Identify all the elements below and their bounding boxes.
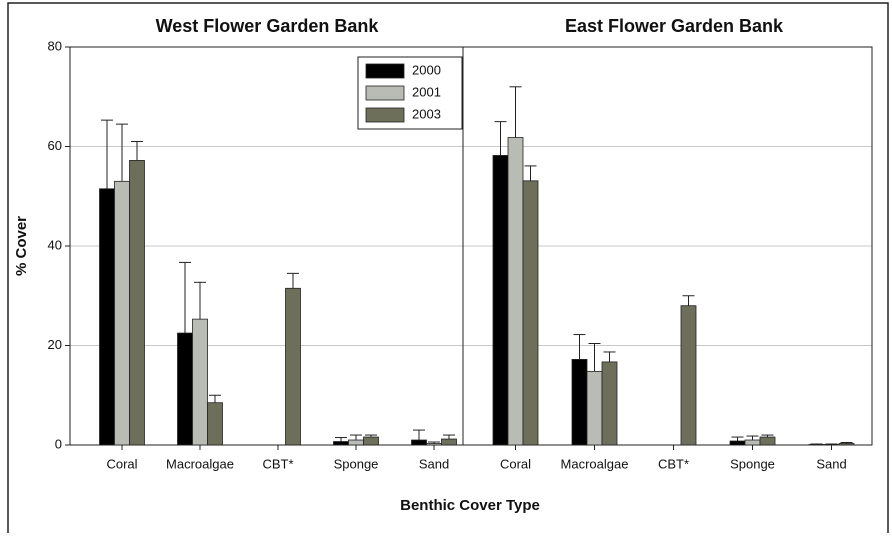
bar [730,441,745,445]
bar [442,439,457,445]
x-tick-label: CBT* [262,456,293,471]
bar [364,437,379,445]
bar [760,437,775,445]
bar [100,189,115,445]
bar [349,440,364,445]
bar [508,138,523,445]
bar [427,444,442,445]
bar [178,333,193,445]
y-axis-label: % Cover [13,216,30,276]
x-tick-label: Macroalgae [166,456,234,471]
bar [193,319,208,445]
bar [334,442,349,445]
x-tick-label: Coral [106,456,137,471]
bar [602,362,617,445]
x-tick-label: Sand [816,456,846,471]
x-tick-label: CBT* [658,456,689,471]
x-axis-label: Benthic Cover Type [400,497,540,514]
x-tick-label: Sponge [730,456,775,471]
panel-title: East Flower Garden Bank [565,16,784,36]
y-tick-label: 60 [48,138,62,153]
legend-swatch [366,86,404,100]
bar [286,288,301,445]
legend-swatch [366,64,404,78]
bar [493,155,508,445]
bar [130,160,145,445]
legend-label: 2003 [412,106,441,121]
bar [523,181,538,445]
y-tick-label: 80 [48,38,62,53]
x-tick-label: Macroalgae [561,456,629,471]
x-tick-label: Coral [500,456,531,471]
y-tick-label: 20 [48,337,62,352]
panel-title: West Flower Garden Bank [156,16,380,36]
bar [587,371,602,445]
y-tick-label: 0 [55,436,62,451]
legend-swatch [366,108,404,122]
bar [572,359,587,445]
bar [839,444,854,445]
bar [208,403,223,445]
x-tick-label: Sand [419,456,449,471]
legend-label: 2001 [412,84,441,99]
bar [681,306,696,445]
bar [745,440,760,445]
x-tick-label: Sponge [334,456,379,471]
legend-label: 2000 [412,62,441,77]
y-tick-label: 40 [48,237,62,252]
bar [412,440,427,445]
bar [115,181,130,445]
